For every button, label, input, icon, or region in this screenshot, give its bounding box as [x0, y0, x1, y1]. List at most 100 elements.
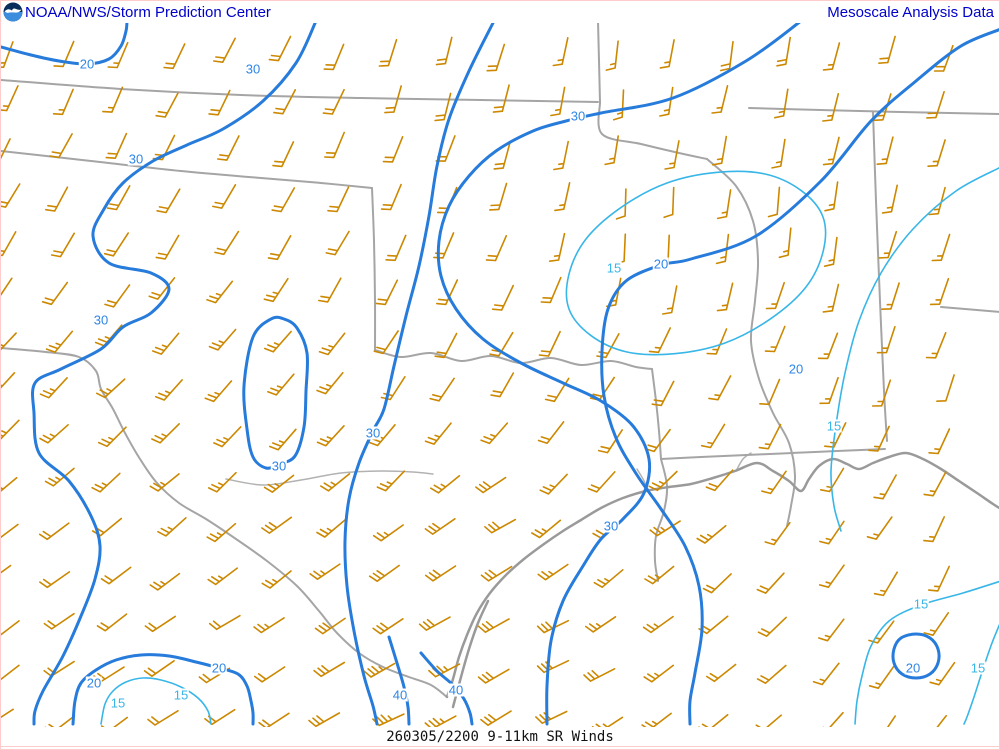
wind-barb: [778, 227, 792, 259]
wind-barb: [822, 283, 840, 313]
contour-label-20: 20: [85, 675, 103, 691]
wind-barb: [936, 715, 947, 727]
wind-barb: [493, 141, 511, 170]
c30-central: [343, 19, 496, 726]
wind-barb: [477, 618, 510, 633]
wind-barb: [323, 43, 345, 71]
wind-barb: [756, 664, 787, 684]
wind-barb: [817, 332, 839, 360]
wind-barb: [544, 377, 570, 403]
wind-barb: [536, 619, 570, 634]
map-caption: 260305/2200 9-11km SR Winds: [386, 729, 614, 745]
noaa-logo-icon: [3, 2, 23, 22]
wind-barb: [662, 285, 678, 315]
wind-barb: [1, 183, 21, 208]
wind-barb: [254, 666, 286, 683]
wind-barb: [876, 326, 896, 354]
wind-barb: [925, 332, 947, 359]
wind-barb: [268, 35, 292, 62]
wind-barb: [659, 86, 674, 117]
wind-barb: [320, 473, 351, 492]
map-canvas: [1, 19, 999, 727]
wind-barb: [1, 138, 11, 160]
wind-barb: [313, 661, 346, 678]
wind-barb: [812, 662, 840, 686]
wind-barb: [50, 232, 75, 258]
wind-barb: [378, 39, 398, 67]
wind-barb: [757, 616, 787, 637]
contour-label-30: 30: [569, 108, 587, 124]
wind-barb: [429, 377, 455, 402]
site-title: NOAA/NWS/Storm Prediction Center: [25, 4, 271, 21]
wind-barb: [1, 664, 20, 681]
wind-barb: [928, 565, 950, 592]
wind-barb: [929, 277, 950, 306]
wind-barb: [644, 428, 671, 453]
c15-east-long: [830, 167, 999, 532]
wind-barb: [923, 471, 947, 497]
wind-barb: [700, 423, 726, 449]
wind-barb: [96, 378, 126, 399]
wind-barb: [923, 612, 949, 636]
mississippi-river-border: [706, 158, 797, 527]
wind-barb: [39, 377, 68, 399]
wind-barb: [776, 36, 791, 67]
wind-barb: [771, 138, 786, 169]
wind-barb: [368, 424, 396, 447]
wind-barb: [587, 471, 616, 493]
wind-barb: [263, 277, 289, 303]
wind-barb: [430, 475, 461, 494]
wind-barb: [759, 378, 781, 406]
wind-barb: [98, 426, 127, 448]
wind-barb: [475, 476, 507, 494]
wind-barb: [1, 419, 20, 440]
wind-barb: [41, 281, 69, 306]
wind-barb: [155, 234, 180, 260]
c30-ne-gulf: [436, 19, 803, 726]
wind-barb: [764, 521, 791, 546]
wind-barb: [765, 281, 785, 310]
wind-barb: [823, 236, 838, 267]
wind-barb: [873, 474, 897, 500]
wind-barb: [706, 328, 728, 355]
wind-barb: [38, 522, 70, 541]
wind-barb: [91, 472, 121, 493]
wind-barb: [928, 428, 951, 455]
wind-barb: [866, 516, 893, 540]
wind-barb: [213, 37, 236, 63]
wind-barb: [151, 423, 180, 444]
wind-barb: [372, 618, 404, 635]
wind-barb: [878, 230, 898, 259]
wind-barb: [755, 714, 782, 727]
state-borders-layer: [1, 20, 999, 698]
wind-barb: [716, 189, 732, 220]
wind-barb: [933, 44, 954, 72]
wind-barb: [648, 470, 678, 492]
wind-barb: [876, 136, 894, 165]
wind-barb: [648, 327, 671, 354]
wind-barb: [106, 185, 131, 211]
ok-panhandle-south: [1, 150, 373, 189]
wind-barb: [868, 665, 895, 689]
wind-barb: [554, 182, 571, 212]
wind-barb: [868, 425, 890, 452]
wind-barb: [155, 379, 183, 401]
contour-label-15: 15: [825, 418, 843, 434]
wind-barb: [44, 715, 76, 727]
contour-label-30: 30: [270, 458, 288, 474]
wind-barb: [881, 184, 898, 214]
contour-label-20: 20: [78, 56, 96, 72]
contour-label-30: 30: [127, 151, 145, 167]
wind-barb: [375, 279, 399, 306]
c15-southwest: [100, 677, 212, 725]
wind-barb: [1, 231, 17, 257]
wind-barb: [878, 35, 896, 64]
rio-grande: [1, 347, 448, 698]
contour-label-15: 15: [172, 687, 190, 703]
wind-barb: [929, 661, 956, 686]
wind-barb: [491, 284, 514, 311]
c30-west-long: [31, 19, 318, 726]
wind-barb: [418, 616, 451, 631]
wind-barb: [926, 91, 945, 119]
